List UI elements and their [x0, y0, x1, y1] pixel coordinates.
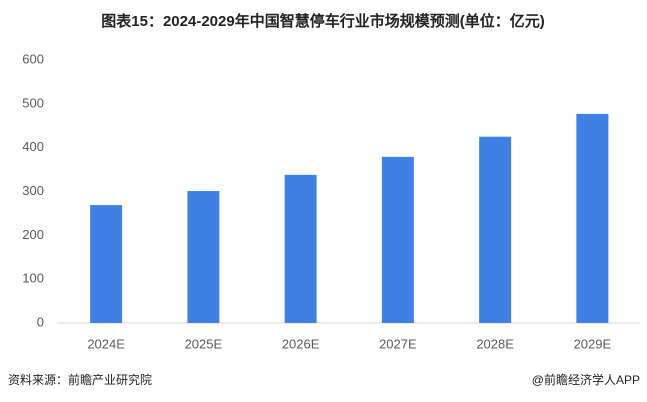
x-tick-label: 2029E [574, 336, 612, 351]
bar [284, 174, 317, 323]
credit: @前瞻经济学人APP [532, 372, 640, 387]
y-tick-label: 200 [22, 227, 44, 242]
x-tick-label: 2025E [185, 336, 223, 351]
source: 资料来源：前瞻产业研究院 [8, 372, 152, 387]
bar [381, 156, 414, 323]
x-tick-label: 2026E [282, 336, 320, 351]
y-tick-label: 0 [37, 314, 44, 329]
y-tick-label: 500 [22, 95, 44, 110]
bar [187, 191, 220, 323]
bar [479, 136, 512, 323]
x-tick-label: 2028E [476, 336, 514, 351]
bar [90, 205, 123, 323]
bar [576, 113, 609, 323]
y-tick-label: 400 [22, 139, 44, 154]
chart-title: 图表15：2024-2029年中国智慧停车行业市场规模预测(单位：亿元) [101, 12, 544, 30]
y-tick-label: 300 [22, 183, 44, 198]
x-tick-label: 2024E [87, 336, 125, 351]
x-tick-label: 2027E [379, 336, 417, 351]
y-tick-label: 600 [22, 51, 44, 66]
y-tick-label: 100 [22, 271, 44, 286]
